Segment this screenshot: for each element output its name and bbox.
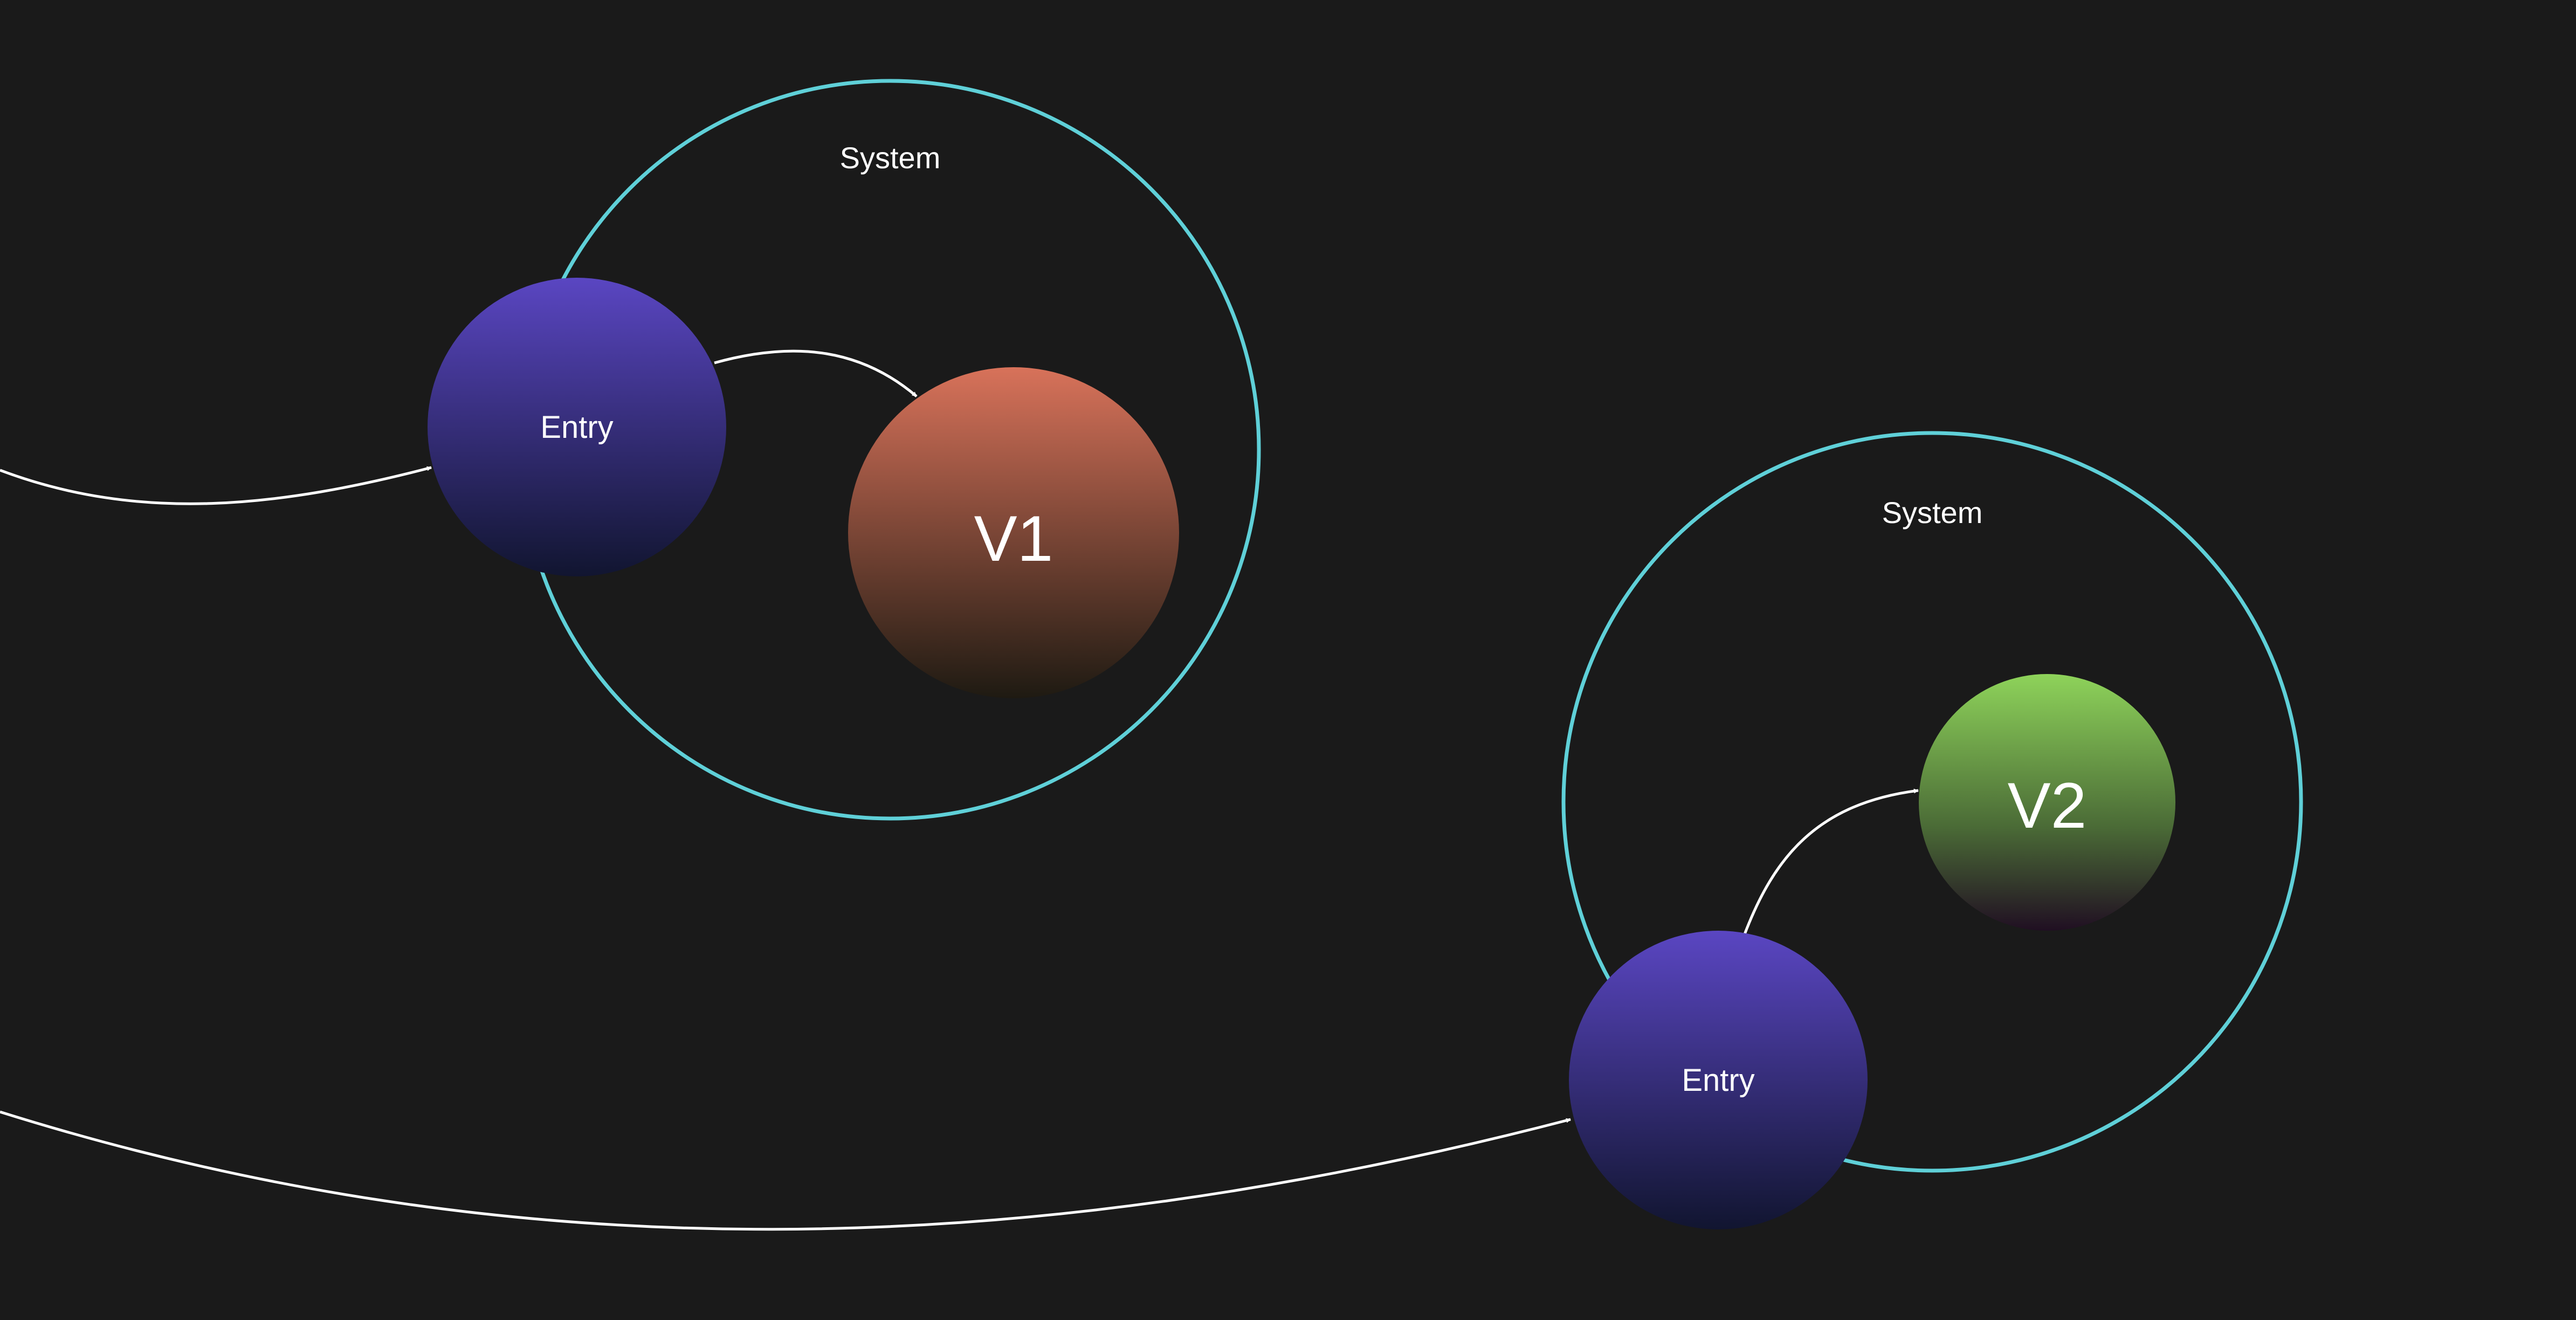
entry-node xyxy=(1569,931,1868,1229)
system-group-2: System V2 Entry xyxy=(0,431,2303,1231)
entry-label: Entry xyxy=(1682,1063,1754,1098)
system-group-1: System Entry V1 xyxy=(0,79,1261,821)
entry-to-version-connector xyxy=(1742,788,1919,936)
incoming-connector xyxy=(0,1110,1571,1231)
system-label: System xyxy=(840,141,941,175)
version-label: V1 xyxy=(974,503,1053,575)
system-boundary-ring xyxy=(1561,431,2303,1173)
entry-to-version-connector xyxy=(714,349,918,397)
entry-label: Entry xyxy=(540,410,613,445)
incoming-connector xyxy=(0,466,432,505)
version-node-v2 xyxy=(1919,674,2175,931)
entry-node xyxy=(428,278,726,576)
system-label: System xyxy=(1882,496,1983,530)
version-node-v1 xyxy=(848,367,1179,698)
version-label: V2 xyxy=(2008,769,2087,842)
